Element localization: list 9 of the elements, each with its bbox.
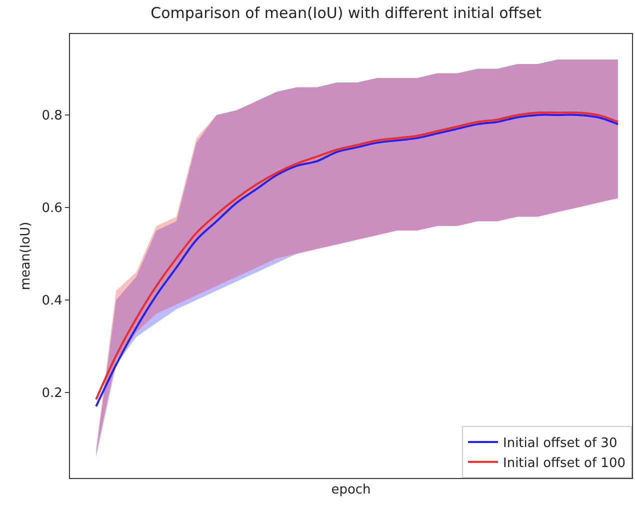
y-tick-label: 0.6 bbox=[42, 200, 62, 216]
chart-title: Comparison of mean(IoU) with different initial offset bbox=[150, 4, 542, 22]
y-tick-label: 0.8 bbox=[42, 108, 62, 124]
legend-label: Initial offset of 100 bbox=[503, 456, 626, 471]
x-axis-title: epoch bbox=[331, 482, 371, 498]
y-tick-label: 0.4 bbox=[42, 293, 62, 308]
y-tick-label: 0.2 bbox=[42, 386, 62, 401]
legend-label: Initial offset of 30 bbox=[503, 436, 618, 452]
y-axis-title: mean(IoU) bbox=[18, 222, 34, 290]
